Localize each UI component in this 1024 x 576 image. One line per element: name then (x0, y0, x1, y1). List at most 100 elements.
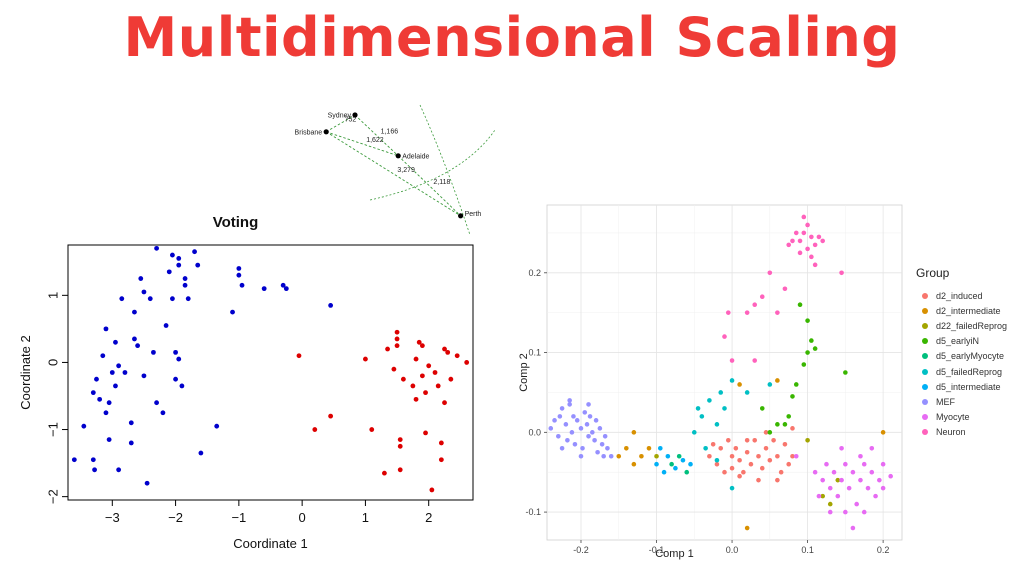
page-title: Multidimensional Scaling (123, 6, 901, 69)
data-point (548, 426, 554, 431)
data-point (820, 477, 825, 483)
data-point (296, 353, 302, 359)
data-point (793, 230, 799, 236)
data-point (182, 282, 188, 288)
data-point (831, 469, 837, 475)
data-point (590, 430, 595, 435)
legend-swatch (922, 338, 928, 345)
data-point (861, 509, 867, 515)
data-point (843, 370, 848, 375)
data-point (669, 461, 674, 467)
legend-label: MEF (936, 396, 955, 407)
data-point (391, 366, 397, 372)
data-point (771, 437, 776, 443)
legend-item: MEF (916, 394, 1020, 409)
data-point (820, 238, 825, 244)
data-point (805, 318, 810, 323)
data-point (767, 382, 773, 387)
x-tick-label: −1 (231, 510, 246, 525)
data-point (438, 440, 444, 446)
data-point (722, 406, 727, 411)
legend-swatch (922, 292, 928, 299)
data-point (578, 426, 584, 431)
legend-item: d2_intermediate (916, 303, 1020, 318)
data-point (580, 445, 585, 451)
data-point (593, 418, 599, 423)
data-point (725, 437, 731, 443)
data-point (160, 410, 166, 416)
data-point (778, 469, 784, 475)
data-point (809, 234, 814, 240)
dashed-arc (369, 129, 496, 201)
y-axis-label: Coordinate 2 (18, 335, 33, 409)
legend-label: d5_intermediate (936, 381, 1001, 392)
data-point (737, 473, 742, 479)
data-point (880, 485, 886, 491)
data-point (673, 465, 678, 471)
legend-label: d5_earlyMyocyte (936, 351, 1005, 362)
data-point (752, 358, 758, 363)
data-point (94, 376, 99, 382)
legend-item: d5_earlyMyocyte (916, 349, 1020, 364)
data-point (775, 477, 780, 483)
data-point (595, 449, 600, 455)
data-point (214, 423, 220, 429)
data-point (880, 461, 886, 467)
data-point (119, 296, 125, 302)
data-point (608, 453, 614, 459)
data-point (170, 252, 175, 258)
data-point (695, 406, 701, 411)
y-tick-label: −2 (45, 489, 60, 504)
legend-item: d22_failedReprog (916, 318, 1020, 333)
legend-label: d2_induced (936, 290, 983, 301)
data-point (100, 353, 106, 359)
data-point (601, 453, 606, 459)
data-point (413, 396, 419, 402)
legend-item: d2_induced (916, 288, 1020, 303)
data-point (782, 286, 788, 292)
edge-line (397, 155, 461, 217)
data-point (445, 349, 451, 355)
data-point (369, 427, 375, 432)
data-point (448, 376, 454, 382)
data-point (684, 469, 690, 475)
data-point (691, 430, 697, 435)
data-point (432, 370, 438, 375)
data-point (176, 262, 182, 268)
data-point (90, 390, 96, 396)
data-point (797, 250, 803, 256)
data-point (154, 400, 159, 406)
data-point (631, 430, 637, 435)
data-point (163, 323, 169, 328)
data-point (861, 461, 867, 467)
data-point (454, 353, 460, 359)
data-point (775, 310, 780, 315)
data-point (812, 469, 818, 475)
data-point (587, 414, 593, 419)
data-point (176, 256, 182, 261)
legend-swatch (922, 383, 928, 390)
data-point (413, 356, 419, 362)
x-tick-label: 2 (425, 510, 432, 525)
data-point (182, 276, 188, 281)
data-point (843, 509, 848, 515)
data-point (729, 358, 735, 363)
data-point (192, 249, 197, 255)
data-point (654, 461, 659, 467)
data-point (714, 422, 720, 427)
data-point (128, 440, 134, 446)
data-point (714, 461, 720, 467)
data-point (854, 501, 859, 507)
data-point (809, 254, 814, 260)
data-point (790, 426, 795, 431)
x-axis-label: Comp 1 (655, 548, 694, 560)
data-point (397, 443, 403, 449)
data-point (166, 269, 172, 275)
data-point (786, 461, 792, 467)
legend-swatch (922, 307, 928, 314)
dashed-arc (419, 104, 471, 236)
data-point (877, 477, 882, 483)
data-point (426, 363, 432, 369)
data-point (793, 453, 799, 459)
data-point (423, 430, 428, 436)
